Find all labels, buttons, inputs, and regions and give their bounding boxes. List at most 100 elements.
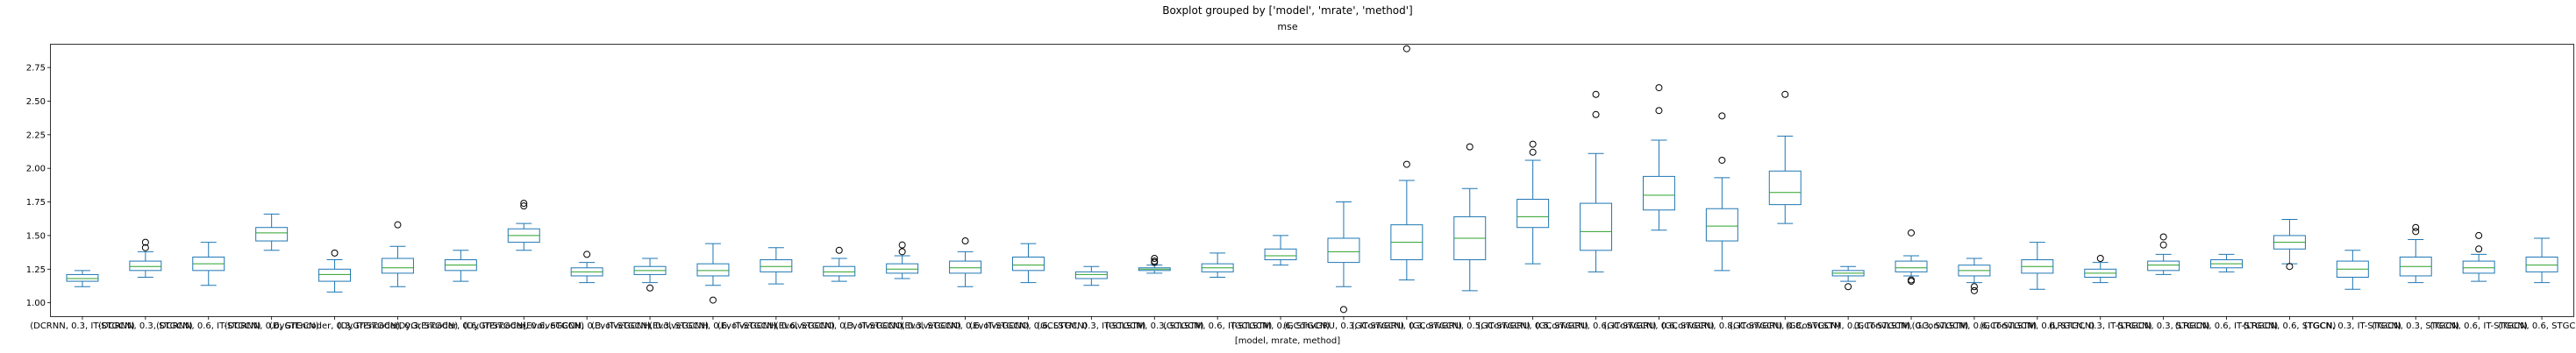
x-tick-label: (TGCN, 0.6, IT-STGCN) <box>2430 321 2528 331</box>
x-tick-label: (DyGrEncoder, 0.3, STGCN) <box>338 321 459 331</box>
box-iqr <box>318 268 352 282</box>
x-tick-label: (GConvGRU, 0.8, IT-STGCN) <box>1661 321 1782 331</box>
axes-frame <box>50 44 2574 317</box>
flier-point <box>2412 228 2420 236</box>
box-iqr <box>823 265 856 277</box>
y-tick-label: 1.75 <box>26 198 46 208</box>
x-tick-label: (EvolveGCNO, 0.6, STGCN) <box>969 321 1087 331</box>
box-iqr <box>1516 198 1550 229</box>
x-tick-label: (EvolveGCNO, 0.6, IT-STGCN) <box>901 321 1029 331</box>
x-tick-label: (GConvLSTM, 0.3, STGCN) <box>1854 321 1969 331</box>
x-tick-label: (GCLSTM, 0.3, IT-STGCN) <box>1037 321 1145 331</box>
x-tick-label: (EvolveGCNH, 0.6, IT-STGCN) <box>649 321 777 331</box>
flier-point <box>141 244 149 251</box>
flier-point <box>2096 255 2104 263</box>
x-tick-label: (GConvLSTM, 0.3, IT-STGCN) <box>1786 321 1911 331</box>
chart-title: mse <box>1277 21 1297 32</box>
flier-point <box>1529 148 1537 156</box>
x-tick-label: (EvolveGCNH, 0.3, STGCN) <box>591 321 709 331</box>
x-axis-label: [model, mrate, method] <box>1235 336 1340 346</box>
flier-point <box>1592 90 1600 98</box>
flier-point <box>2159 241 2167 249</box>
flier-point <box>646 284 654 292</box>
x-tick-label: (GConvGRU, 0.6, IT-STGCN) <box>1536 321 1657 331</box>
flier-point <box>331 249 339 257</box>
flier-point <box>709 296 717 304</box>
flier-point <box>583 251 591 258</box>
flier-point <box>1908 229 1916 237</box>
x-tick-label: (GConvLSTM, 0.6, STGCN) <box>1980 321 2094 331</box>
flier-point <box>141 238 149 246</box>
box-iqr <box>886 263 919 274</box>
x-tick-label: (GConvGRU, 0.3, IT-STGCN) <box>1283 321 1404 331</box>
box-iqr <box>1580 202 1613 251</box>
x-tick-label: (GConvLSTM, 0.6, IT-STGCN) <box>1912 321 2037 331</box>
flier-point <box>1970 286 1978 294</box>
y-tick-label: 1.25 <box>26 265 46 275</box>
flier-point <box>835 246 843 254</box>
box-iqr <box>1327 237 1360 264</box>
flier-point <box>1339 306 1347 314</box>
flier-point <box>520 200 528 208</box>
x-tick-label: (GCLSTM, 0.6, IT-STGCN) <box>1163 321 1272 331</box>
box-iqr <box>1642 175 1675 211</box>
flier-point <box>2159 233 2167 241</box>
flier-point <box>1845 283 1852 291</box>
y-tick-label: 2.50 <box>26 97 46 107</box>
flier-point <box>898 241 906 249</box>
x-tick-label: (EvolveGCNH, 0.3, IT-STGCN) <box>523 321 651 331</box>
x-tick-label: (GCLSTM, 0.6, STGCN) <box>1231 321 1331 331</box>
flier-point <box>394 221 402 229</box>
y-tick-label: 1.00 <box>26 299 46 308</box>
box-iqr <box>2462 260 2495 274</box>
flier-point <box>2412 223 2420 231</box>
flier-point <box>1781 90 1789 98</box>
box-iqr <box>1705 208 1738 242</box>
box-iqr <box>255 227 289 242</box>
x-tick-label: (DyGrEncoder, 0.6, IT-STGCN) <box>396 321 526 331</box>
flier-point <box>1151 255 1159 263</box>
flier-point <box>961 237 969 245</box>
x-tick-label: (GConvGRU, 0.8, STGCN) <box>1730 321 1840 331</box>
box-iqr <box>696 263 730 277</box>
y-tick-label: 2.00 <box>26 165 46 174</box>
flier-point <box>1718 156 1726 164</box>
figure-suptitle: Boxplot grouped by ['model', 'mrate', 'm… <box>1162 4 1413 17</box>
plot-area: 1.00 1.25 1.50 1.75 2.00 2.25 2.50 2.75 (DCRNN, … <box>26 45 2576 331</box>
x-tick-label: (TGCN, 0.3, IT-STGCN) <box>2304 321 2401 331</box>
x-tick-label: (EvolveGCNH, 0.6, STGCN) <box>717 321 835 331</box>
x-tick-label: (GCLSTM, 0.3, STGCN) <box>1105 321 1204 331</box>
flier-point <box>1592 110 1600 118</box>
x-tick-label: (GConvGRU, 0.5, IT-STGCN) <box>1409 321 1531 331</box>
box-iqr <box>949 260 982 274</box>
flier-point <box>2475 245 2483 253</box>
x-tick-label: (DyGrEncoder, 0.6, STGCN) <box>464 321 585 331</box>
y-tick-label: 2.75 <box>26 64 46 74</box>
box-iqr <box>381 258 414 274</box>
flier-point <box>2475 231 2483 239</box>
x-tick-label: (GConvGRU, 0.3, STGCN) <box>1352 321 1462 331</box>
x-tick-label: (LRGCN, 0.6, STGCN) <box>2244 321 2337 331</box>
x-tick-label: (LRGCN, 0.3, STGCN) <box>2117 321 2210 331</box>
box-iqr <box>129 260 162 272</box>
flier-point <box>1718 112 1726 120</box>
box-iqr <box>1768 170 1802 206</box>
y-tick-label: 1.50 <box>26 231 46 241</box>
flier-point <box>1970 283 1978 291</box>
x-tick-label: (EvolveGCNO, 0.3, STGCN) <box>843 321 960 331</box>
x-tick-label: (TGCN, 0.3, STGCN) <box>2373 321 2460 331</box>
flier-point <box>2286 263 2294 271</box>
box-iqr <box>1011 256 1045 272</box>
box-iqr <box>1895 260 1928 272</box>
x-tick-label: (DCRNN, 0.6, STGCN) <box>225 321 319 331</box>
flier-point <box>1402 160 1410 168</box>
x-tick-label: (LRGCN, 0.6, IT-STGCN) <box>2175 321 2279 331</box>
box-iqr <box>760 259 793 272</box>
x-tick-label: (DCRNN, 0.3, STGCN) <box>98 321 193 331</box>
x-tick-label: (GConvGRU, 0.6, STGCN) <box>1603 321 1714 331</box>
x-tick-label: (TGCN, 0.6, STGCN) <box>2498 321 2576 331</box>
y-tick-label: 2.25 <box>26 131 46 140</box>
box-iqr <box>66 273 99 282</box>
